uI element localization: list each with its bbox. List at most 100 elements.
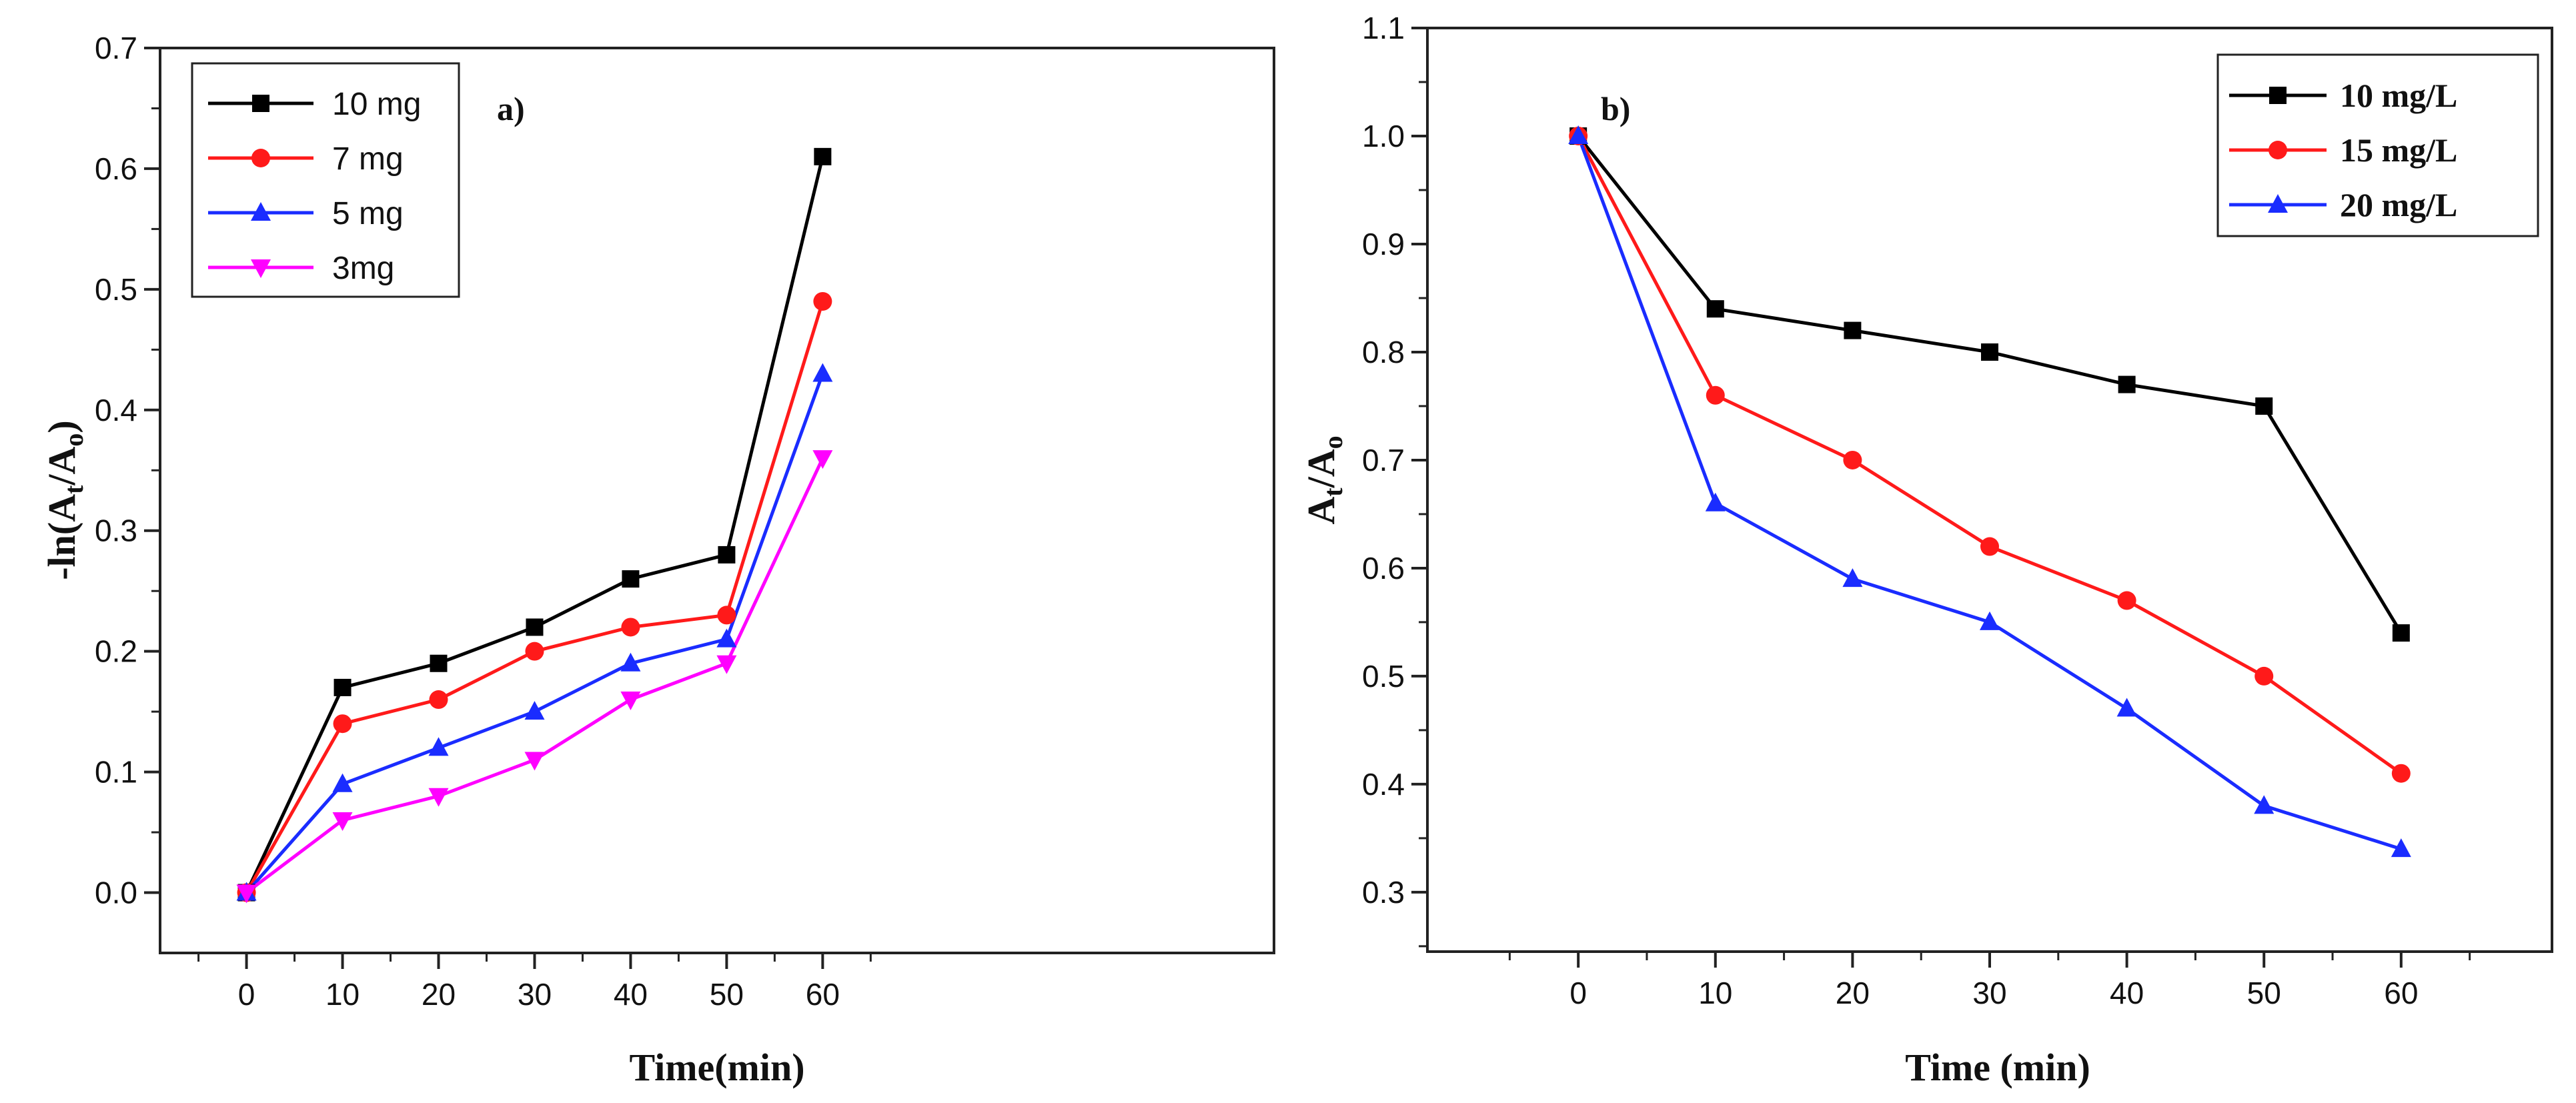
chart-b-x-tick-label: 40 <box>2110 976 2144 1010</box>
chart-b-series-2-point <box>1568 125 1589 144</box>
chart-b-series-1-point <box>2117 591 2136 610</box>
chart-b-x-tick-label: 50 <box>2247 976 2281 1010</box>
chart-a-series-line-3 <box>245 457 824 894</box>
chart-b-y-tick-label: 0.7 <box>1362 443 1405 477</box>
chart-a-series-0-point <box>526 618 544 636</box>
chart-a-series-3-point <box>716 655 737 674</box>
chart-a-panel-label: a) <box>497 90 525 127</box>
chart-a-frame <box>159 47 1275 954</box>
chart-b-series-1-point <box>1706 385 1725 405</box>
chart-a-legend-marker-1 <box>251 149 270 167</box>
chart-b-y-tick-label: 0.8 <box>1362 335 1405 369</box>
chart-b-x-axis-label: Time (min) <box>1905 1046 2090 1089</box>
chart-b-x-tick-label: 20 <box>1836 976 1870 1010</box>
chart-a-series-0-point <box>814 147 832 165</box>
chart-b-series-2-point <box>2116 698 2137 717</box>
chart-b-series-0-point <box>2392 624 2410 642</box>
chart-a-series-1-point <box>429 690 448 710</box>
chart-a-series-3-point <box>332 812 353 831</box>
chart-a-series-3-point <box>524 752 545 771</box>
chart-a-legend-marker-2 <box>251 202 271 221</box>
chart-b-y-tick-label: 0.9 <box>1362 227 1405 261</box>
chart-b-series-0-point <box>2255 397 2273 415</box>
chart-b-series-0-point <box>2118 375 2136 393</box>
chart-b-x-tick-label: 60 <box>2384 976 2418 1010</box>
chart-b-y-tick-label: 0.3 <box>1362 875 1405 910</box>
chart-b-series-2-point <box>1980 611 2000 630</box>
chart-b-y-tick-label: 0.4 <box>1362 767 1405 802</box>
chart-b-y-tick-label: 1.1 <box>1362 11 1405 45</box>
chart-b-series-2-point <box>1842 568 1863 588</box>
chart-a-x-tick-label: 10 <box>326 977 360 1012</box>
chart-b-series-1-point <box>1843 450 1862 469</box>
chart-b-y-tick-label: 0.5 <box>1362 659 1405 694</box>
chart-b: b) Time (min) At/Ao 0 10 20 30 40 50 600.30.40… <box>1299 11 2553 1089</box>
chart-a-x-tick-label: 50 <box>710 977 744 1012</box>
chart-a-legend-label-3: 3mg <box>332 251 394 286</box>
chart-a-series-3-point <box>236 884 257 904</box>
chart-a-x-tick-label: 30 <box>518 977 552 1012</box>
chart-a-x-tick-label: 0 <box>238 977 255 1012</box>
chart-b-series-0-point <box>1981 343 1998 361</box>
chart-a-series-2-point <box>332 773 353 792</box>
chart-a-series-1-point <box>525 642 544 661</box>
chart-a-y-tick-label: 0.0 <box>95 876 137 910</box>
chart-a-series-0-point <box>430 654 448 672</box>
chart-b-series-1-point <box>2255 666 2274 686</box>
chart-a-y-tick-label: 0.2 <box>95 634 137 669</box>
chart-a-x-tick-label: 60 <box>806 977 840 1012</box>
chart-b-series-2-point <box>2391 838 2411 858</box>
chart-b-x-tick-label: 0 <box>1569 976 1587 1010</box>
chart-a-x-tick-label: 20 <box>422 977 456 1012</box>
chart-a-y-tick-label: 0.7 <box>95 31 137 65</box>
chart-a-y-tick-label: 0.4 <box>95 393 137 427</box>
chart-a-series-0-point <box>622 570 640 588</box>
chart-a-axes: 0 10 20 30 40 50 60 0.0 0.1 0.2 0.3 0.4 0.5 0.6 0.7 <box>95 31 872 1012</box>
chart-a-series-line-1 <box>245 301 824 894</box>
chart-a-series-0-point <box>718 545 736 564</box>
chart-b-series-0-point <box>1844 321 1862 339</box>
chart-a-y-tick-label: 0.3 <box>95 513 137 548</box>
chart-b-legend-marker-0 <box>2269 87 2287 104</box>
chart-a-series-3-point <box>620 692 641 711</box>
chart-b-legend-marker-2 <box>2268 194 2288 213</box>
chart-b-series-line-2 <box>1576 135 2402 851</box>
chart-b-y-axis-label: At/Ao <box>1299 435 1348 524</box>
chart-b-series-0-point <box>1706 300 1724 318</box>
chart-a-legend-marker-3 <box>251 259 271 278</box>
chart-b-y-tick-label: 0.6 <box>1362 551 1405 586</box>
chart-b-series-2-point <box>2254 795 2275 814</box>
chart-a-series-2-point <box>620 652 641 672</box>
chart-a-y-tick-label: 0.6 <box>95 151 137 186</box>
chart-a-legend-label-1: 7 mg <box>332 141 404 177</box>
chart-a-series-2-point <box>524 701 545 720</box>
chart-a-series-1-point <box>717 606 736 625</box>
chart-b-legend-label-2: 20 mg/L <box>2340 186 2457 223</box>
chart-a-series <box>236 147 833 904</box>
chart-a-x-axis-label: Time(min) <box>629 1046 804 1089</box>
chart-a-series-2-point <box>812 363 833 382</box>
chart-b-series <box>1568 125 2411 858</box>
chart-a-series-1-point <box>813 291 832 311</box>
chart-b-legend-marker-1 <box>2269 141 2287 159</box>
chart-a-y-tick-label: 0.5 <box>95 272 137 307</box>
chart-a-legend-marker-0 <box>252 95 269 112</box>
chart-b-legend-label-0: 10 mg/L <box>2340 77 2457 114</box>
chart-a-y-axis-label: -ln(At/Ao) <box>40 420 89 580</box>
chart-a-series-2-point <box>428 737 449 756</box>
chart-b-y-tick-label: 1.0 <box>1362 119 1405 153</box>
chart-b-axes: 0 10 20 30 40 50 60 0.3 0.4 0.5 0.6 0.7 0.8 0.9 1.0 1.1 <box>1362 11 2471 1010</box>
chart-a-legend: 10 mg 7 mg 5 mg 3mg <box>191 62 460 298</box>
chart-a-series-1-point <box>621 618 640 637</box>
chart-a-series-0-point <box>334 678 352 696</box>
chart-a-legend-label-2: 5 mg <box>332 196 404 231</box>
chart-a-series-3-point <box>428 788 449 807</box>
chart-a-y-tick-label: 0.1 <box>95 755 137 790</box>
chart-a: a) Time(min) -ln(At/Ao) 0 10 20 30 40 50 60 0.0… <box>40 31 1275 1089</box>
chart-a-series-3-point <box>812 450 833 469</box>
chart-a-series-2-point <box>716 628 737 648</box>
chart-b-series-1-point <box>2391 764 2411 783</box>
chart-b-legend: 10 mg/L 15 mg/L 20 mg/L <box>2216 53 2539 237</box>
chart-a-x-tick-label: 40 <box>614 977 648 1012</box>
